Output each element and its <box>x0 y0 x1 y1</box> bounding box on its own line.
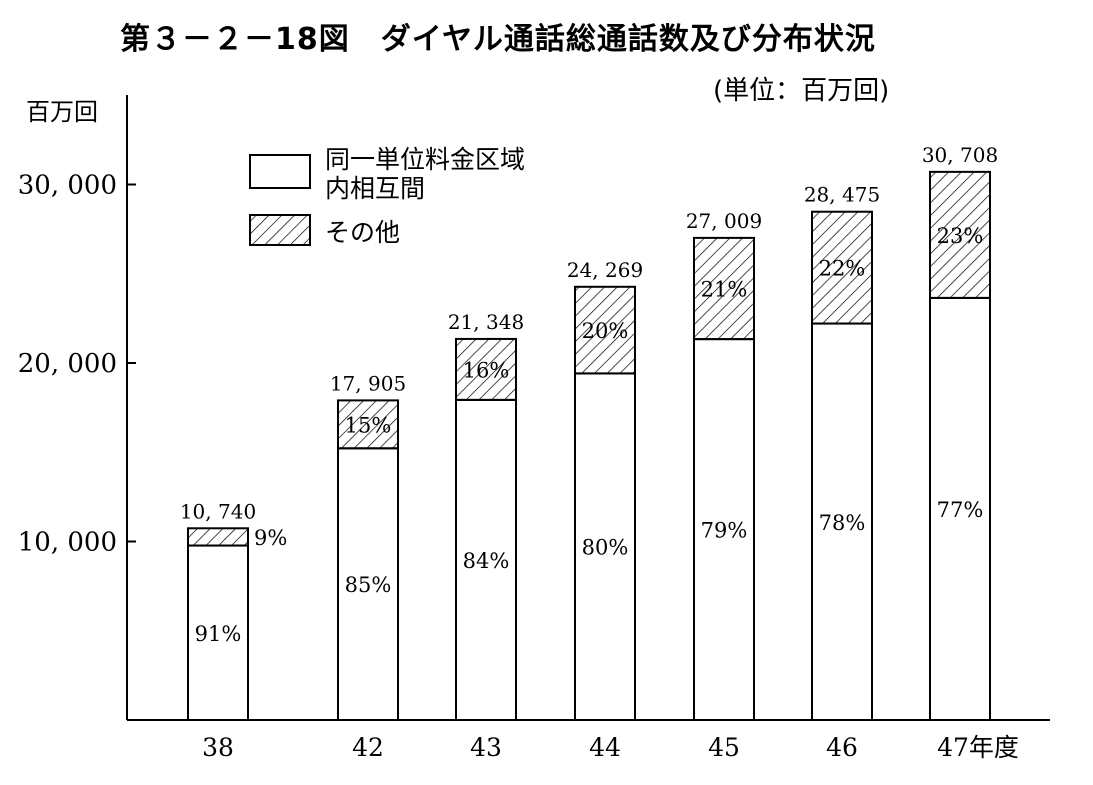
percent-label-same-area: 80% <box>582 536 629 560</box>
legend-label-other: その他 <box>325 218 400 247</box>
percent-label-other: 9% <box>254 526 287 550</box>
percent-label-other: 16% <box>463 358 510 382</box>
percent-label-other: 22% <box>819 257 866 281</box>
percent-label-same-area: 85% <box>345 573 392 597</box>
bar-segment-other <box>187 527 249 547</box>
percent-label-other: 21% <box>701 278 748 302</box>
bar-segment-other <box>693 236 755 341</box>
x-tick-label: 43 <box>470 733 502 762</box>
percent-label-same-area: 78% <box>819 511 866 535</box>
legend-label-same-area-line1: 同一単位料金区域 <box>325 145 525 174</box>
percent-label-other: 20% <box>582 319 629 343</box>
percent-label-other: 15% <box>345 413 392 437</box>
x-tick-label: 44 <box>589 733 621 762</box>
x-tick-label: 38 <box>202 733 234 762</box>
total-label: 17, 905 <box>330 371 406 395</box>
bar-segment-same-area <box>187 544 249 721</box>
bar-segment-same-area <box>337 447 399 721</box>
bar-segment-other <box>929 170 991 299</box>
total-label: 30, 708 <box>922 143 998 167</box>
percent-label-same-area: 77% <box>937 498 984 522</box>
bar-segment-other <box>574 285 636 375</box>
bar-segment-other <box>455 337 517 401</box>
total-label: 21, 348 <box>448 310 524 334</box>
y-tick-label: 30, 000 <box>18 171 117 201</box>
x-tick-label: 42 <box>352 733 384 762</box>
percent-label-other: 23% <box>937 224 984 248</box>
bar-segment-other <box>811 210 873 325</box>
legend-label-same-area-line2: 内相互間 <box>325 174 425 203</box>
total-label: 27, 009 <box>686 209 762 233</box>
bar-segment-same-area <box>455 398 517 721</box>
y-tick-label: 10, 000 <box>18 528 117 558</box>
total-label: 10, 740 <box>180 499 256 523</box>
unit-label: (単位：百万回) <box>713 76 890 106</box>
y-tick-label: 20, 000 <box>18 349 117 379</box>
bar-segment-same-area <box>929 296 991 721</box>
total-label: 28, 475 <box>804 183 880 207</box>
bar-segment-same-area <box>811 322 873 721</box>
percent-label-same-area: 84% <box>463 549 510 573</box>
x-tick-label: 46 <box>826 733 858 762</box>
total-label: 24, 269 <box>567 258 643 282</box>
x-tick-label: 45 <box>708 733 740 762</box>
chart-title: 第３－２－18図 ダイヤル通話総通話数及び分布状況 <box>120 22 876 57</box>
bar-segment-other <box>337 399 399 450</box>
legend-swatch-other <box>249 214 311 246</box>
percent-label-same-area: 91% <box>195 622 242 646</box>
x-tick-label: 47年度 <box>937 733 1019 762</box>
y-axis-title: 百万回 <box>26 98 98 126</box>
legend-swatch-same-area <box>249 154 311 189</box>
percent-label-same-area: 79% <box>701 519 748 543</box>
